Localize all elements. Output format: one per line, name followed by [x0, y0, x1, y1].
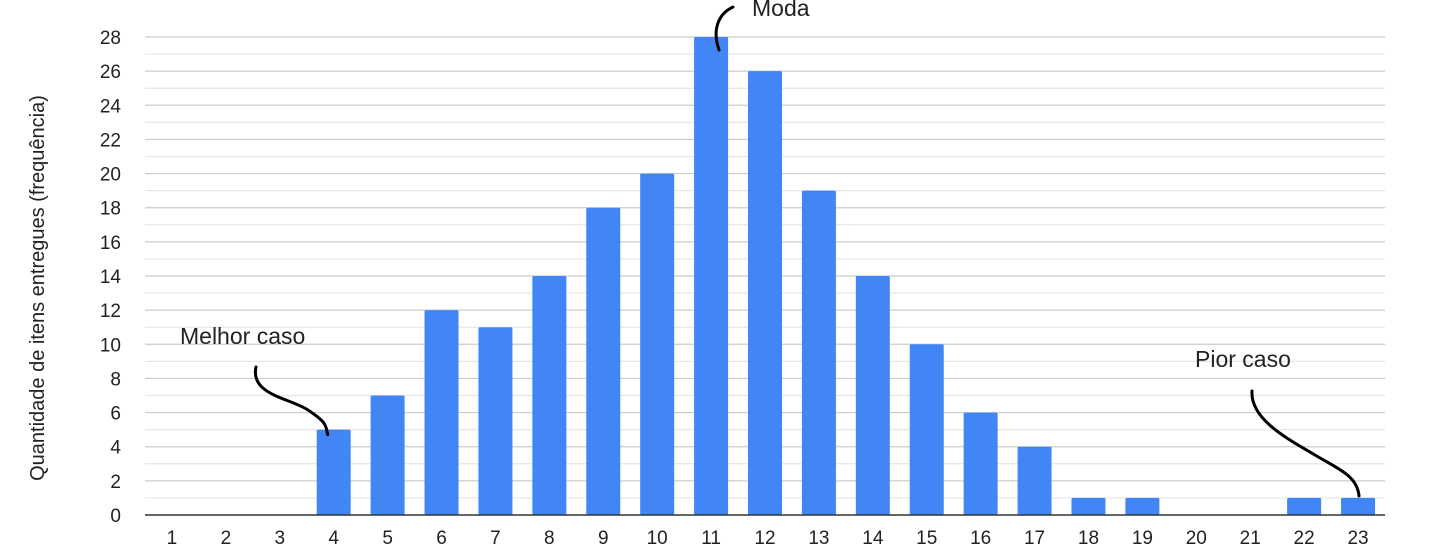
y-tick-label: 16: [100, 233, 121, 254]
x-tick-label: 1: [167, 528, 178, 549]
x-tick-label: 11: [701, 528, 721, 549]
x-tick-label: 22: [1294, 528, 1315, 549]
y-tick-label: 24: [100, 96, 122, 117]
y-tick-label: 8: [110, 369, 121, 390]
bar-12[interactable]: [748, 71, 782, 516]
y-tick-label: 2: [110, 472, 121, 493]
x-tick-label: 6: [436, 528, 447, 549]
y-tick-label: 10: [100, 335, 121, 356]
bar-18[interactable]: [1071, 497, 1106, 515]
bars: [316, 37, 1376, 516]
y-tick-label: 0: [110, 506, 121, 527]
x-tick-label: 9: [598, 528, 609, 549]
bar-22[interactable]: [1287, 497, 1322, 515]
bar-11[interactable]: [694, 37, 729, 515]
bar-5[interactable]: [370, 395, 405, 516]
annotation-pointer-moda: [714, 5, 735, 52]
bar-23[interactable]: [1341, 497, 1376, 515]
x-tick-label: 2: [221, 528, 232, 549]
y-tick-label: 4: [110, 438, 121, 459]
annotation-pointer-melhor-caso: [254, 365, 330, 437]
y-tick-label: 20: [100, 165, 121, 186]
x-tick-label: 5: [382, 528, 393, 549]
annotation-pior-caso: Pior caso: [1195, 346, 1291, 372]
x-tick-label: 19: [1132, 528, 1153, 549]
x-tick-label: 15: [916, 528, 937, 549]
y-tick-label: 12: [100, 301, 121, 322]
bar-9[interactable]: [586, 207, 621, 515]
x-tick-label: 8: [544, 528, 555, 549]
x-tick-label: 16: [970, 528, 991, 549]
bar-8[interactable]: [532, 276, 567, 515]
annotation-moda: Moda: [752, 0, 810, 21]
y-tick-label: 28: [100, 28, 121, 49]
bar-14[interactable]: [855, 276, 890, 515]
annotations: Melhor caso Moda Pior caso: [180, 0, 1361, 498]
x-tick-label: 14: [862, 528, 884, 549]
annotation-melhor-caso: Melhor caso: [180, 323, 305, 349]
x-tick-label: 17: [1024, 528, 1045, 549]
bar-10[interactable]: [640, 173, 675, 516]
y-tick-label: 22: [100, 130, 121, 151]
x-tick-label: 12: [754, 528, 775, 549]
y-tick-label: 26: [100, 62, 121, 83]
annotation-pointer-pior-caso: [1250, 389, 1361, 498]
y-axis-title: Quantidade de itens entregues (frequênci…: [27, 95, 49, 481]
x-tick-label: 4: [328, 528, 339, 549]
x-tick-label: 21: [1240, 528, 1261, 549]
y-tick-label: 14: [100, 267, 122, 288]
x-tick-label: 18: [1078, 528, 1099, 549]
bar-17[interactable]: [1017, 446, 1052, 515]
x-tick-label: 20: [1186, 528, 1207, 549]
bar-19[interactable]: [1125, 497, 1160, 515]
bar-7[interactable]: [478, 327, 513, 515]
y-tick-label: 6: [110, 404, 121, 425]
bar-4[interactable]: [316, 429, 351, 515]
x-tick-label: 13: [808, 528, 829, 549]
y-tick-label: 18: [100, 199, 121, 220]
x-tick-label: 23: [1347, 528, 1368, 549]
bar-15[interactable]: [909, 344, 944, 515]
x-tick-label: 7: [490, 528, 501, 549]
x-tick-label: 10: [647, 528, 668, 549]
bar-16[interactable]: [963, 412, 998, 515]
x-tick-label: 3: [274, 528, 285, 549]
bar-13[interactable]: [801, 190, 836, 515]
bar-6[interactable]: [424, 310, 459, 515]
